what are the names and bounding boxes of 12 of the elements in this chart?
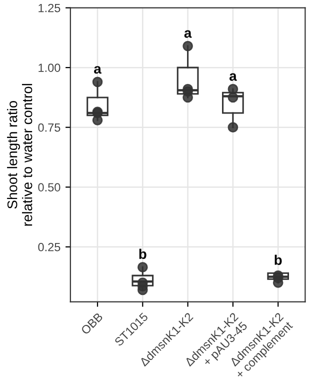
x-tick-label: OBB [80, 312, 104, 335]
y-axis-title: Shoot length ratio relative to water control [7, 84, 32, 226]
y-tick-label: 0.50 [38, 183, 60, 192]
y-tick-label: 0.75 [38, 123, 60, 132]
y-tick-label: 1.25 [38, 4, 60, 12]
annotation: b [274, 254, 282, 265]
annotation: a [184, 30, 192, 38]
y-tick-label: 0.25 [38, 242, 60, 252]
y-tick-label: 1.00 [38, 64, 60, 72]
annotation: a [229, 73, 237, 81]
annotation: b [139, 248, 146, 259]
annotation: a [94, 66, 102, 74]
